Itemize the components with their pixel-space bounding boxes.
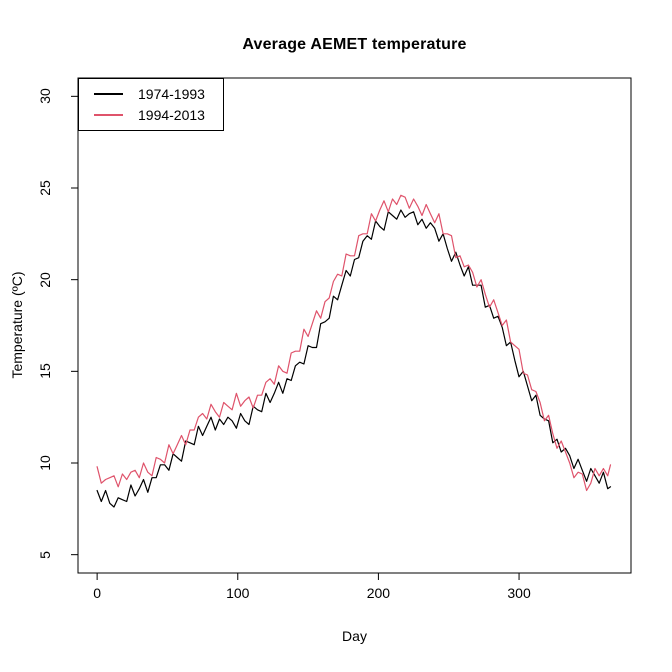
- y-tick-label: 25: [37, 180, 53, 196]
- y-tick-label: 30: [37, 88, 53, 105]
- legend-item: 1974-1993: [79, 85, 223, 103]
- y-axis-title: Temperature (ºC): [9, 271, 25, 379]
- plot-border: [77, 77, 632, 574]
- legend-line-sample-black: [94, 93, 123, 95]
- legend-label: 1974-1993: [138, 86, 205, 102]
- legend-item: 1994-2013: [79, 106, 223, 124]
- series-line-1974-1993: [96, 209, 612, 508]
- x-tick-label: 200: [366, 585, 391, 601]
- y-tick-label: 15: [37, 363, 53, 380]
- x-tick-label: 300: [507, 585, 531, 601]
- x-tick-label: 0: [93, 585, 102, 601]
- y-tick-label: 20: [37, 271, 53, 288]
- y-tick-label: 10: [37, 455, 53, 471]
- series-line-1994-2013: [96, 194, 612, 492]
- chart-title: Average AEMET temperature: [242, 36, 467, 53]
- legend-label: 1994-2013: [138, 107, 205, 123]
- x-axis-title: Day: [342, 628, 367, 644]
- legend-line-sample-red: [94, 114, 123, 116]
- x-tick-label: 100: [226, 585, 250, 601]
- legend: 1974-1993 1994-2013: [78, 78, 224, 131]
- y-tick-label: 5: [37, 550, 53, 559]
